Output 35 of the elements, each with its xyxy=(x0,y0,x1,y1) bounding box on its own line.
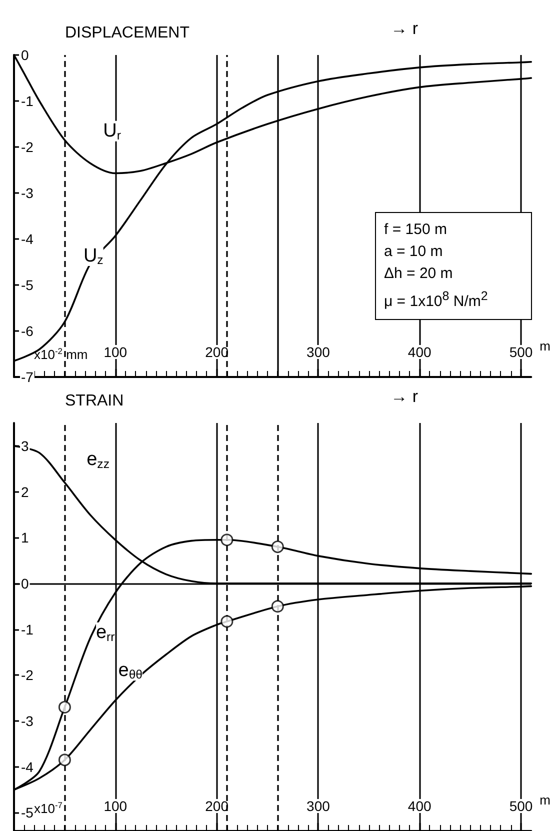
y-tick-label: -6 xyxy=(21,323,34,339)
y-tick-label: -1 xyxy=(21,621,34,638)
x-axis-title: m xyxy=(540,792,550,808)
y-tick-label: -4 xyxy=(21,231,34,247)
text: → r xyxy=(390,387,418,406)
y-tick-label: -2 xyxy=(21,139,34,155)
annotation: μ = 1x10$^{8}$ N/m$^{2}$ xyxy=(384,288,489,312)
y-tick-label: -7 xyxy=(21,369,34,385)
chart-title: DISPLACEMENT xyxy=(65,24,190,42)
x-tick-label: 100 xyxy=(104,798,128,814)
y-tick-label: 3 xyxy=(21,438,29,454)
x-axis-title: m xyxy=(540,338,550,354)
chart-title: STRAIN xyxy=(65,392,124,410)
x-tick-label: 300 xyxy=(306,798,330,814)
x-tick-label: 500 xyxy=(509,344,533,360)
annotation: Δh = 20 m xyxy=(384,264,454,284)
x-tick-label: 500 xyxy=(509,798,533,814)
x-tick-label: 100 xyxy=(104,344,128,360)
y-tick-label: 0 xyxy=(21,47,29,63)
y-tick-label: 2 xyxy=(21,484,29,500)
y-tick-label: -3 xyxy=(21,712,34,729)
annotation: a = 10 m xyxy=(384,242,444,262)
y-tick-label: 1 xyxy=(21,530,29,546)
y-tick-label: -4 xyxy=(21,758,34,775)
y-tick-label: -5 xyxy=(21,804,34,821)
y-tick-label: -2 xyxy=(21,667,34,684)
y-tick-label: -3 xyxy=(21,185,34,201)
x-tick-label: 400 xyxy=(408,798,432,814)
x-tick-label: 300 xyxy=(306,344,330,360)
y-tick-label: 0 xyxy=(21,575,29,592)
text: → r xyxy=(390,19,418,38)
y-tick-label: -1 xyxy=(21,93,34,109)
y-tick-label: -5 xyxy=(21,277,34,293)
x-tick-label: 400 xyxy=(408,344,432,360)
annotation: f = 150 m xyxy=(384,220,448,240)
